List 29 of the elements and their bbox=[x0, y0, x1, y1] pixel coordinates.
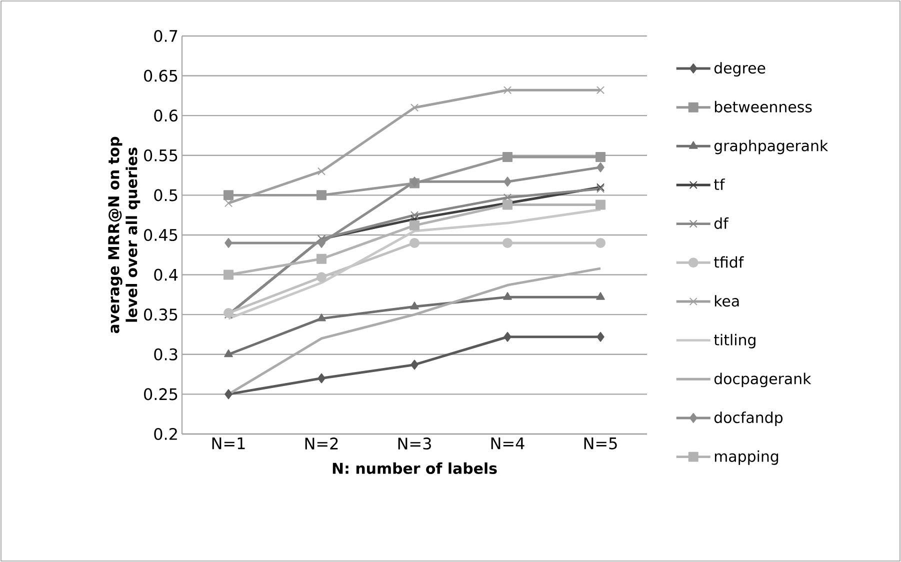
y-tick-label: 0.4 bbox=[154, 268, 178, 281]
legend-label: tf bbox=[714, 178, 726, 190]
y-tick-label: 0.65 bbox=[144, 70, 178, 82]
legend-label: docfandp bbox=[714, 412, 783, 426]
x-tick-label: N=1 bbox=[212, 438, 245, 450]
y-tick-label: 0.2 bbox=[154, 428, 177, 440]
y-tick-label: 0.7 bbox=[154, 30, 178, 42]
legend-label: betweenness bbox=[714, 100, 812, 112]
legend-label: df bbox=[714, 217, 729, 229]
y-tick-label: 0.6 bbox=[154, 110, 178, 122]
y-tick-label: 0.5 bbox=[154, 189, 178, 202]
legend-label: degree bbox=[714, 62, 766, 77]
legend-label: docpagerank bbox=[714, 372, 812, 388]
y-tick-label: 0.35 bbox=[144, 308, 178, 321]
legend-label: mapping bbox=[714, 450, 778, 465]
legend-label: tfidf bbox=[714, 256, 744, 268]
x-tick-label: N=5 bbox=[584, 438, 617, 450]
x-tick-label: N=2 bbox=[305, 438, 338, 450]
legend-label: titling bbox=[714, 334, 756, 348]
y-tick-label: 0.25 bbox=[144, 388, 178, 400]
legend-label: graphpagerank bbox=[714, 140, 828, 154]
x-tick-label: N=3 bbox=[398, 438, 431, 450]
legend-label: kea bbox=[714, 295, 739, 307]
y-tick-label: 0.55 bbox=[144, 149, 178, 162]
y-axis-title: average MRR@N on top level over all queries bbox=[108, 136, 140, 334]
y-tick-label: 0.45 bbox=[144, 228, 178, 242]
x-tick-label: N=4 bbox=[491, 438, 524, 450]
y-tick-label: 0.3 bbox=[154, 348, 178, 360]
x-axis-title: N: number of labels bbox=[332, 462, 497, 474]
